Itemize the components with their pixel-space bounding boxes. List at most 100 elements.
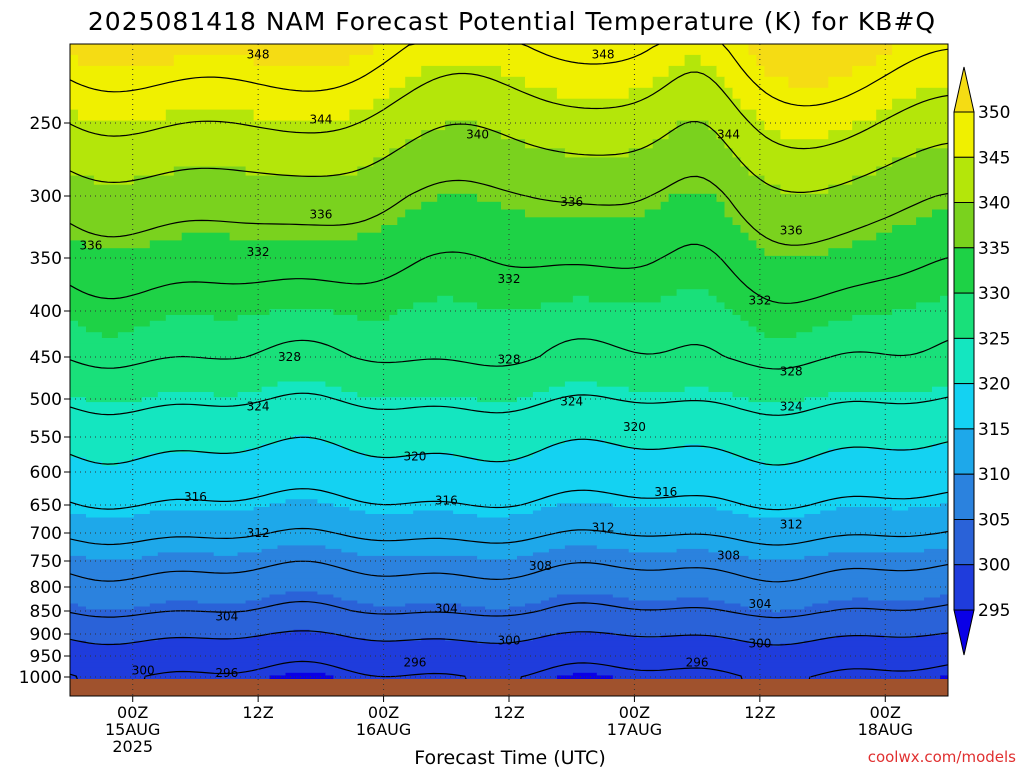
field-cell [564, 148, 630, 158]
field-cell [269, 503, 334, 508]
y-tick-label: 400 [30, 302, 62, 322]
field-cell [540, 448, 726, 454]
field-cell [349, 109, 758, 122]
contour-label: 328 [498, 353, 521, 367]
field-cell [78, 603, 151, 608]
field-cell [732, 510, 821, 515]
contour-label: 328 [278, 350, 301, 364]
field-cell [532, 510, 733, 515]
field-cell [70, 524, 948, 529]
field-cell [149, 320, 750, 328]
field-cell [86, 514, 135, 519]
field-cell [325, 381, 566, 388]
contour-label: 324 [780, 400, 803, 414]
field-cell [421, 638, 446, 642]
field-cell [261, 597, 342, 602]
field-cell [253, 109, 350, 122]
field-cell [748, 514, 805, 519]
contour-label: 324 [247, 400, 270, 414]
field-cell [70, 675, 271, 681]
x-tick-label: 00Z [619, 703, 650, 722]
field-cell [70, 507, 255, 512]
field-cell [940, 295, 948, 303]
field-cell [141, 397, 478, 403]
field-cell [101, 332, 119, 339]
contour-line-296 [70, 660, 948, 696]
field-cell [373, 44, 749, 56]
field-cell [341, 548, 550, 553]
field-cell [612, 675, 941, 681]
field-cell [892, 309, 948, 316]
field-cell [149, 240, 758, 249]
field-cell [70, 371, 948, 377]
field-cell [812, 326, 948, 333]
field-cell [708, 289, 948, 297]
field-cell [133, 640, 478, 644]
field-cell [86, 240, 151, 249]
field-cell [916, 87, 948, 100]
field-cell [70, 621, 948, 625]
field-cell [261, 548, 342, 553]
field-cell [525, 76, 654, 89]
field-cell [269, 309, 334, 316]
field-cell [70, 490, 948, 496]
contour-label: 308 [717, 548, 740, 562]
colorbar-tick-label: 295 [978, 601, 1010, 621]
field-cell [556, 675, 614, 681]
field-cell [756, 54, 877, 67]
contour-label: 344 [309, 113, 332, 127]
field-cell [373, 157, 742, 168]
field-cell [684, 386, 710, 393]
x-tick-label: 12Z [493, 703, 524, 722]
field-cell [828, 600, 948, 605]
field-cell [213, 315, 239, 322]
colorbar-top-arrow [953, 66, 975, 113]
field-cell [740, 157, 893, 168]
field-cell [868, 597, 925, 602]
field-cell [708, 120, 765, 131]
field-cell [70, 643, 773, 647]
field-cell [86, 555, 143, 560]
field-cell [70, 295, 438, 303]
colorbar: 295 300 305 310 315 320 325 330 335 340 345 350 [953, 66, 1010, 656]
field-cell [748, 232, 877, 241]
field-cell [70, 225, 382, 234]
field-cell [916, 635, 948, 639]
field-cell [780, 184, 829, 195]
field-cell [70, 425, 948, 432]
field-cell [676, 597, 710, 602]
field-cell [732, 392, 829, 398]
x-tick-label: 2025 [112, 737, 153, 756]
field-cell [756, 326, 813, 333]
field-cell [309, 435, 948, 441]
contour-label: 332 [498, 272, 521, 286]
field-cell [532, 392, 733, 398]
field-cell [70, 452, 151, 458]
field-cell [70, 566, 948, 570]
field-cell [70, 381, 279, 388]
field-cell [548, 597, 630, 602]
field-cell [70, 193, 438, 203]
field-cell [389, 315, 742, 322]
field-cell [556, 594, 614, 599]
field-cell [812, 603, 948, 608]
contour-label: 304 [215, 610, 238, 624]
y-tick-label: 900 [30, 625, 62, 645]
field-cell [716, 193, 948, 203]
field-cell [70, 315, 167, 322]
field-cell [349, 507, 542, 512]
field-cell [628, 597, 678, 602]
field-cell [86, 457, 135, 463]
field-cell [540, 635, 638, 639]
x-tick-label: 00Z [117, 703, 148, 722]
contour-label: 304 [748, 597, 771, 611]
field-cell [804, 555, 948, 560]
contour-label: 344 [717, 128, 740, 142]
field-cell [237, 315, 358, 322]
contour-label: 300 [748, 637, 771, 651]
field-cell [70, 510, 151, 515]
y-tick-label: 650 [30, 496, 62, 516]
field-cell [70, 665, 948, 669]
field-cell [628, 87, 734, 100]
field-cell [612, 632, 941, 636]
